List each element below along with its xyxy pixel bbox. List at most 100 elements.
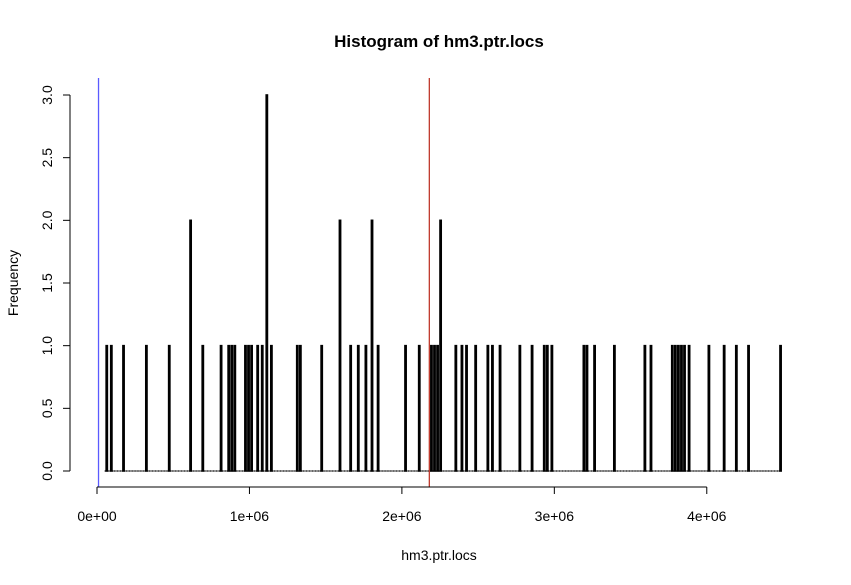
histogram-bar: [642, 470, 644, 472]
histogram-bar: [604, 470, 606, 472]
histogram-bar: [534, 470, 536, 472]
histogram-bar: [494, 470, 497, 472]
histogram-bar: [230, 344, 234, 472]
histogram-bar: [435, 470, 437, 472]
histogram-bar: [265, 94, 269, 472]
histogram-bar: [330, 470, 332, 472]
histogram-bar: [284, 470, 286, 472]
histogram-bar: [542, 344, 546, 472]
histogram-bar: [109, 470, 111, 472]
histogram-bar: [687, 344, 691, 472]
histogram-bar: [504, 470, 506, 472]
histogram-bar: [679, 470, 681, 472]
histogram-bar: [616, 470, 619, 472]
histogram-bar: [481, 470, 483, 472]
histogram-bar: [342, 470, 344, 472]
histogram-bar: [668, 470, 670, 472]
histogram-bar: [532, 470, 535, 472]
histogram-bar: [385, 470, 387, 472]
histogram-bar: [458, 470, 460, 472]
histogram-bar: [500, 470, 503, 472]
histogram-bar: [328, 470, 330, 472]
histogram-bar: [349, 344, 353, 472]
histogram-bar: [505, 470, 507, 472]
histogram-bar: [188, 470, 190, 472]
histogram-bar: [205, 470, 207, 472]
histogram-bar: [135, 470, 137, 472]
histogram-bar: [237, 470, 239, 472]
histogram-bar: [233, 344, 237, 472]
histogram-bar: [757, 470, 759, 472]
histogram-bar: [752, 470, 754, 472]
histogram-bar: [540, 470, 542, 472]
histogram-bar: [225, 470, 227, 472]
histogram-bar: [639, 470, 641, 472]
histogram-bar: [658, 470, 660, 472]
histogram-bar: [731, 470, 733, 472]
histogram-bar: [298, 470, 300, 472]
histogram-bar: [449, 470, 451, 472]
histogram-bar: [717, 470, 719, 472]
histogram-bar: [183, 470, 186, 472]
histogram-bar: [670, 470, 672, 472]
histogram-bar: [392, 470, 394, 472]
histogram-bar: [436, 344, 439, 472]
histogram-bar: [264, 470, 266, 472]
histogram-bar: [370, 219, 374, 472]
histogram-bar: [498, 344, 502, 472]
histogram-bar: [517, 470, 519, 472]
histogram-bar: [133, 470, 135, 472]
histogram-bar: [696, 470, 698, 472]
histogram-bar: [417, 344, 421, 472]
histogram-bar: [278, 470, 280, 472]
histogram-bar: [664, 470, 666, 472]
histogram-bar: [482, 470, 484, 472]
histogram-bar: [382, 470, 384, 472]
histogram-bar: [635, 470, 637, 472]
histogram-bar: [593, 344, 596, 472]
histogram-bar: [441, 470, 443, 472]
histogram-bar: [460, 344, 464, 472]
histogram-bar: [720, 470, 722, 472]
histogram-bar: [584, 470, 587, 472]
histogram-bar: [769, 470, 771, 472]
histogram-bar: [725, 470, 727, 472]
histogram-bar: [150, 470, 152, 472]
histogram-bar: [144, 344, 148, 472]
histogram-bar: [699, 470, 701, 472]
histogram-bar: [404, 344, 407, 472]
histogram-bar: [362, 470, 364, 472]
histogram-bar: [336, 470, 338, 472]
histogram-bar: [582, 344, 586, 472]
histogram-bar: [327, 470, 329, 472]
histogram-bar: [737, 470, 739, 472]
histogram-bar: [359, 470, 361, 472]
histogram-bar: [311, 470, 314, 472]
histogram-bar: [443, 470, 445, 472]
x-tick-label: 0e+00: [77, 508, 117, 524]
histogram-bar: [641, 470, 643, 472]
histogram-bar: [406, 470, 408, 472]
histogram-bar: [513, 470, 515, 472]
histogram-bar: [269, 344, 273, 472]
histogram-bar: [615, 470, 617, 472]
histogram-bar: [474, 344, 478, 472]
histogram-bar: [595, 470, 597, 472]
histogram-bar: [439, 219, 443, 472]
histogram-bar: [659, 470, 661, 472]
histogram-bar: [316, 470, 318, 472]
histogram-bar: [161, 470, 163, 472]
histogram-bar: [649, 344, 653, 472]
histogram-bar: [526, 470, 529, 472]
histogram-bar: [203, 470, 205, 472]
histogram-bar: [389, 470, 391, 472]
histogram-bar: [249, 470, 251, 472]
histogram-bar: [467, 470, 469, 472]
histogram-bar: [568, 470, 570, 472]
histogram-bar: [395, 470, 398, 472]
histogram-bar: [677, 344, 680, 472]
histogram-bar: [673, 470, 675, 472]
histogram-bar: [214, 470, 216, 472]
histogram-bar: [462, 470, 465, 472]
histogram-bar: [308, 470, 311, 472]
